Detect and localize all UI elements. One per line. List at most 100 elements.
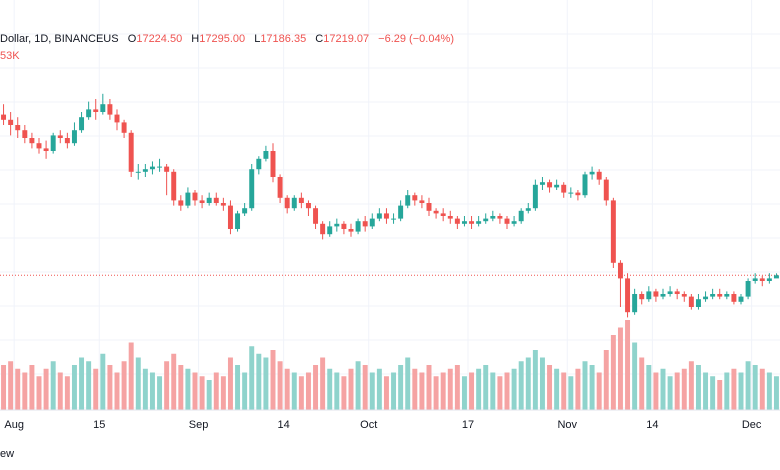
candle-body <box>107 104 113 115</box>
volume-bar <box>525 357 531 410</box>
volume-bar <box>511 368 517 410</box>
volume-bar <box>469 372 475 410</box>
candle-body <box>731 294 737 302</box>
volume-bar <box>128 342 134 410</box>
volume-bar <box>454 365 460 410</box>
candle-body <box>660 294 666 297</box>
candle-body <box>15 125 21 131</box>
candle-body <box>334 223 340 227</box>
volume-bar <box>554 368 560 410</box>
volume-bar <box>589 365 595 410</box>
candle-body <box>327 226 333 235</box>
volume-bar <box>639 357 645 410</box>
volume-bar <box>227 357 233 410</box>
volume-bar <box>327 368 333 410</box>
volume-bar <box>383 376 389 410</box>
volume-bar <box>71 365 77 410</box>
candle-body <box>121 122 127 133</box>
candle-body <box>617 262 623 279</box>
candle-body <box>469 221 475 224</box>
volume-bar <box>185 368 191 410</box>
volume-bar <box>142 368 148 410</box>
candle-body <box>36 143 42 149</box>
volume-bar <box>625 320 631 410</box>
candle-body <box>603 179 609 201</box>
candle-body <box>589 171 595 175</box>
volume-bar <box>447 368 453 410</box>
volume-bar <box>355 361 361 410</box>
volume-bar <box>561 372 567 410</box>
candle-body <box>773 275 779 279</box>
candle-body <box>738 296 744 302</box>
candle-body <box>391 218 397 220</box>
volume-bar <box>426 365 432 410</box>
volume-bar <box>313 365 319 410</box>
volume-bar <box>341 376 347 410</box>
candle-body <box>22 130 28 138</box>
volume-bar <box>93 368 99 410</box>
volume-bar <box>149 372 155 410</box>
candle-body <box>263 151 269 159</box>
candle-body <box>426 203 432 211</box>
x-tick-label: Aug <box>4 419 24 431</box>
volume-bar <box>490 372 496 410</box>
candle-body <box>419 200 425 203</box>
candle-body <box>277 177 283 198</box>
high-key: H <box>191 33 200 45</box>
volume-bar <box>773 376 779 410</box>
volume-bar <box>419 372 425 410</box>
candle-body <box>178 200 184 206</box>
volume-bar <box>305 372 311 410</box>
volume-bar <box>575 368 581 410</box>
candle-body <box>199 200 205 203</box>
volume-bar <box>284 368 290 410</box>
candle-body <box>483 218 489 222</box>
candle-body <box>1 114 7 120</box>
volume-bar <box>398 365 404 410</box>
x-tick-label: Nov <box>557 419 577 431</box>
candle-body <box>114 114 120 123</box>
x-tick-label: 14 <box>278 419 290 431</box>
open-key: O <box>127 33 137 45</box>
volume-legend: 53K <box>0 50 20 62</box>
candle-body <box>717 294 723 297</box>
candle-body <box>532 184 538 209</box>
volume-bar <box>412 368 418 410</box>
x-tick-label: Oct <box>360 419 377 431</box>
volume-bar <box>114 372 120 410</box>
high-value: 17295.00 <box>199 33 246 45</box>
candle-body <box>639 294 645 300</box>
candle-body <box>57 135 63 138</box>
candle-body <box>348 229 354 232</box>
candle-body <box>596 171 602 180</box>
volume-bar <box>64 376 70 410</box>
volume-bar <box>15 368 21 410</box>
candle-body <box>242 208 248 214</box>
candle-body <box>227 205 233 229</box>
volume-bar <box>660 368 666 410</box>
volume-bar <box>362 365 368 410</box>
volume-bar <box>703 372 709 410</box>
volume-bar <box>539 357 545 410</box>
candle-body <box>405 195 411 206</box>
candle-body <box>454 218 460 224</box>
candle-body <box>653 291 659 297</box>
volume-bar <box>171 353 177 410</box>
x-tick-label: 17 <box>462 419 474 431</box>
candle-body <box>362 221 368 227</box>
volume-bar <box>617 327 623 410</box>
volume-bar <box>86 361 92 410</box>
low-value: 17186.35 <box>260 33 307 45</box>
volume-bar <box>298 376 304 410</box>
volume-bar <box>632 342 638 410</box>
candle-body <box>29 138 35 144</box>
volume-bar <box>695 365 701 410</box>
volume-bar <box>582 361 588 410</box>
close-key: C <box>315 33 324 45</box>
candle-body <box>135 171 141 173</box>
volume-bar <box>766 372 772 410</box>
x-tick-label: Dec <box>742 419 762 431</box>
candle-body <box>554 184 560 188</box>
candle-body <box>305 203 311 209</box>
